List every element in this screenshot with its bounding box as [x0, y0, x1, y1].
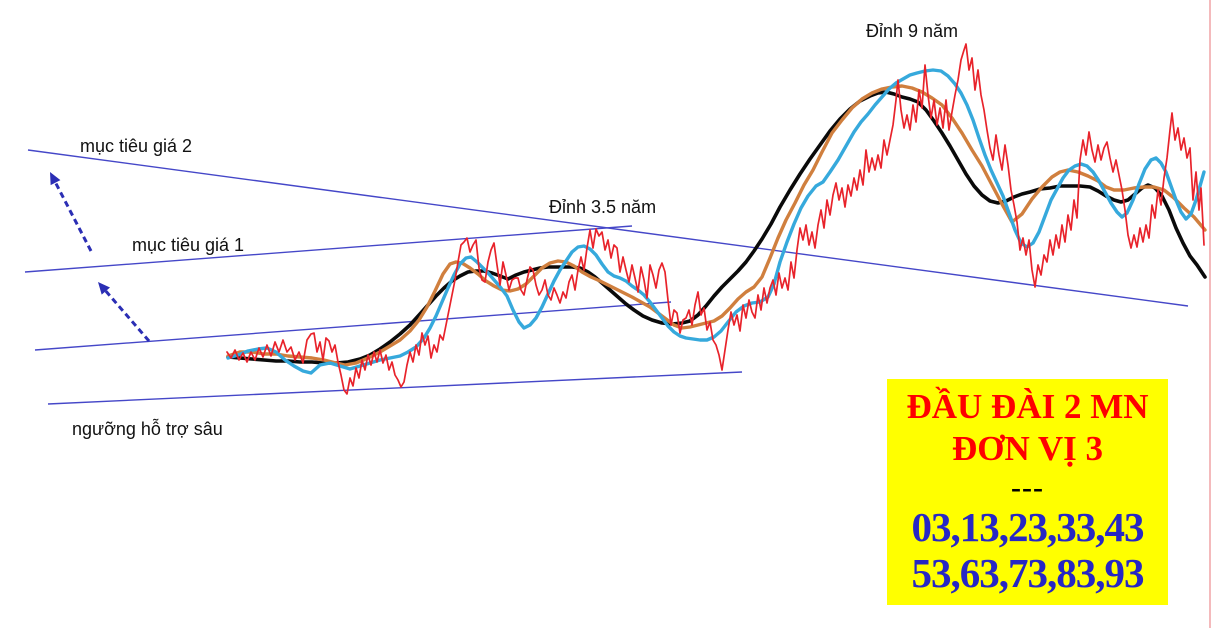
- info-box-divider: ---: [1011, 470, 1044, 504]
- info-box-numbers-line1: 03,13,23,33,43: [911, 503, 1145, 550]
- chart-label-support: ngưỡng hỗ trợ sâu: [72, 419, 223, 439]
- chart-label-target-1: mục tiêu giá 1: [132, 235, 245, 255]
- chart-label-target-2: mục tiêu giá 2: [80, 136, 193, 156]
- window-edge-line: [1209, 0, 1211, 628]
- target-arrow-upper: [54, 181, 93, 252]
- chart-label-peak-3-5y: Đỉnh 3.5 năm: [549, 197, 657, 217]
- target-arrow-lower: [104, 290, 151, 342]
- target-arrow-upper-head: [50, 172, 61, 186]
- series-ma-slow-black: [226, 90, 1207, 365]
- target-arrow-lower-head: [98, 282, 111, 295]
- info-box-title-line1: ĐẦU ĐÀI 2 MN: [906, 387, 1149, 426]
- chart-label-peak-9y: Đỉnh 9 năm: [866, 21, 959, 41]
- info-box-numbers-line2: 53,63,73,83,93: [911, 550, 1145, 597]
- series-price: [226, 43, 1205, 395]
- info-box-title-line2: ĐƠN VỊ 3: [951, 429, 1104, 469]
- deep-support-line: [47, 371, 743, 405]
- price-target-1-line: [24, 225, 633, 273]
- mid-channel-line: [34, 301, 672, 351]
- series-ma-fast-cyan: [226, 68, 1206, 375]
- info-box: ĐẦU ĐÀI 2 MN ĐƠN VỊ 3 --- 03,13,23,33,43…: [887, 379, 1168, 605]
- series-ma-medium-orange: [226, 84, 1207, 367]
